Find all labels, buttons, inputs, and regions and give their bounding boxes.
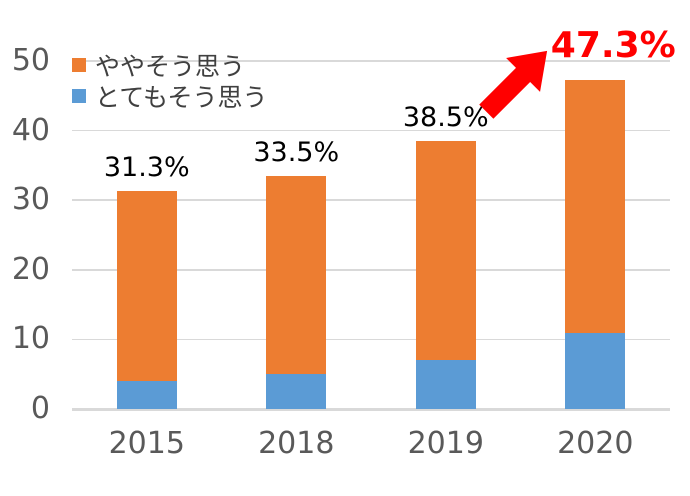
gridline-20 — [72, 269, 670, 271]
legend-marker-icon — [72, 57, 86, 72]
legend-label: ややそう思う — [95, 51, 246, 81]
bar-group-2015: 31.3% — [72, 61, 222, 409]
legend-item: とてもそう思う — [72, 80, 268, 112]
bar-segment-2018-bottom — [266, 374, 327, 409]
bar-2015 — [116, 191, 177, 409]
gridline-50 — [72, 60, 670, 62]
xtick-label-2019: 2019 — [407, 426, 484, 461]
bar-total-label: 31.3% — [103, 152, 190, 184]
bar-total-label: 38.5% — [402, 102, 489, 134]
xtick-label-2020: 2020 — [557, 426, 634, 461]
legend-marker-icon — [72, 88, 86, 103]
bar-total-label: 33.5% — [253, 136, 340, 168]
ytick-label: 30 — [11, 182, 50, 218]
bar-segment-2018-top — [266, 175, 327, 375]
bar-2018 — [266, 175, 327, 409]
bar-segment-2015-bottom — [116, 381, 177, 409]
bar-2020 — [565, 79, 626, 409]
xtick-label-2015: 2015 — [108, 426, 185, 461]
bar-group-2020: 47.3% — [521, 25, 676, 409]
bar-segment-2019-bottom — [415, 359, 476, 409]
ytick-label: 20 — [11, 251, 50, 287]
bar-segment-2020-top — [565, 79, 626, 334]
bar-segment-2015-top — [116, 191, 177, 382]
bar-2019 — [415, 141, 476, 409]
xtick-label-2018: 2018 — [258, 426, 335, 461]
legend-item: ややそう思う — [72, 49, 268, 81]
bar-group-2018: 33.5% — [222, 61, 372, 409]
bar-segment-2019-top — [415, 141, 476, 360]
gridline-30 — [72, 199, 670, 201]
ytick-label: 50 — [11, 43, 50, 78]
increase-arrow-icon — [479, 50, 548, 119]
bar-group-2019: 38.5% — [371, 61, 521, 409]
gridline-0 — [72, 407, 670, 411]
ytick-label: 40 — [11, 112, 50, 148]
gridline-40 — [72, 129, 670, 132]
x-axis: 2015 2018 2019 2020 — [72, 426, 670, 462]
ytick-label: 10 — [11, 321, 50, 357]
bar-segment-2020-bottom — [565, 333, 626, 409]
bar-total-label-highlight: 47.3% — [550, 24, 676, 66]
legend: ややそう思う とてもそう思う — [72, 49, 268, 112]
legend-label: とてもそう思う — [95, 82, 268, 112]
plot-area: 31.3% 33.5% 38.5% 47.3% — [72, 25, 676, 411]
ytick-label: 0 — [30, 391, 50, 426]
gridline-10 — [72, 338, 670, 341]
